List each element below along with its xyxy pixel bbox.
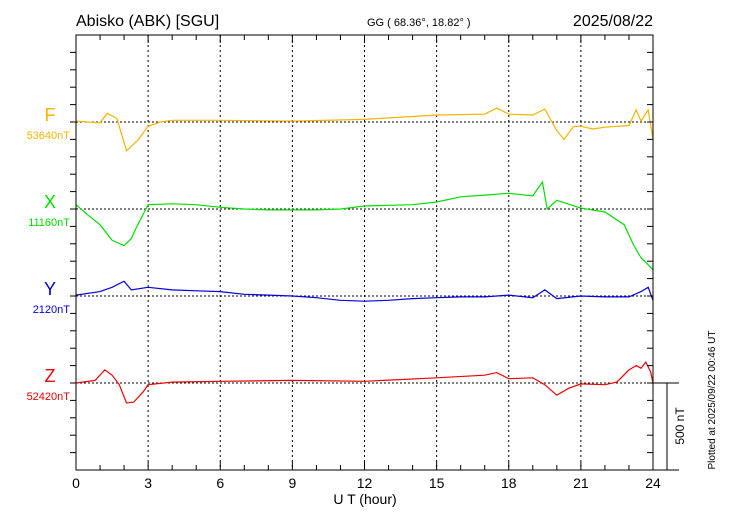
x-tick-label: 18 bbox=[501, 475, 517, 491]
series-name-y: Y bbox=[44, 279, 56, 299]
baseline-label-y: 2120nT bbox=[33, 304, 71, 316]
series-group: F 53640nT X 11160nT Y 2120nT Z 52420nT bbox=[27, 105, 654, 404]
scale-bar: 500 nT bbox=[653, 382, 687, 471]
x-tick-label: 3 bbox=[144, 475, 152, 491]
x-tick-label: 0 bbox=[72, 475, 80, 491]
ticks bbox=[70, 35, 654, 470]
series-name-z: Z bbox=[45, 366, 56, 386]
scale-bar-label: 500 nT bbox=[673, 407, 687, 445]
baseline-label-z: 52420nT bbox=[27, 391, 71, 403]
chart-title: Abisko (ABK) [SGU] bbox=[76, 13, 219, 30]
grid bbox=[76, 35, 653, 470]
plotted-at-footer: Plotted at 2025/09/22 00:46 UT bbox=[707, 331, 718, 470]
series-line-y bbox=[75, 280, 654, 302]
series-line-f bbox=[75, 107, 654, 152]
x-tick-labels: 0 3 6 9 12 15 18 21 24 bbox=[72, 475, 661, 491]
series-name-f: F bbox=[45, 105, 56, 125]
x-tick-label: 9 bbox=[288, 475, 296, 491]
baseline-label-f: 53640nT bbox=[27, 130, 71, 142]
x-axis-label: U T (hour) bbox=[333, 491, 396, 507]
series-name-x: X bbox=[44, 192, 56, 212]
series-line-x bbox=[75, 180, 654, 271]
chart-date: 2025/08/22 bbox=[573, 13, 653, 30]
x-tick-label: 6 bbox=[216, 475, 224, 491]
series-line-z bbox=[75, 360, 654, 404]
x-tick-label: 24 bbox=[645, 475, 661, 491]
station-coords: GG ( 68.36°, 18.82° ) bbox=[367, 17, 471, 29]
x-tick-label: 21 bbox=[573, 475, 589, 491]
x-tick-label: 12 bbox=[357, 475, 373, 491]
x-tick-label: 15 bbox=[429, 475, 445, 491]
baseline-label-x: 11160nT bbox=[28, 217, 70, 229]
